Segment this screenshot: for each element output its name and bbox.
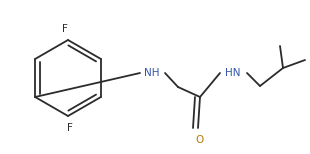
Text: HN: HN [225, 68, 241, 78]
Text: O: O [195, 135, 203, 145]
Text: F: F [67, 123, 73, 133]
Text: NH: NH [144, 68, 160, 78]
Text: F: F [62, 24, 68, 34]
